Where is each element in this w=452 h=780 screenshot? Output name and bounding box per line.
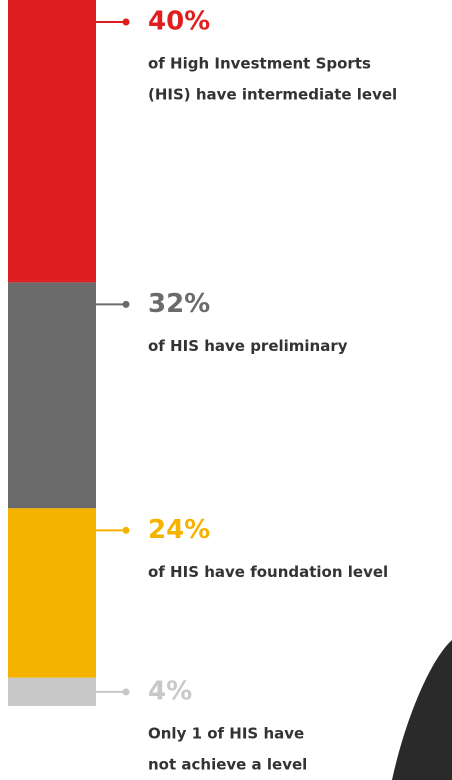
description: of HIS have foundation level	[148, 563, 388, 581]
bar-segment	[8, 282, 96, 508]
description: of High Investment Sports	[148, 55, 371, 73]
description: of HIS have preliminary	[148, 337, 348, 355]
connector-dot	[123, 19, 130, 26]
description: Only 1 of HIS have	[148, 724, 304, 742]
bar-segment	[8, 0, 96, 282]
value-label: 4%	[148, 676, 192, 706]
connector-dot	[123, 688, 130, 695]
value-label: 40%	[148, 7, 210, 37]
bar-segment	[8, 678, 96, 706]
connector-dot	[123, 527, 130, 534]
value-label: 32%	[148, 289, 210, 319]
connector-dot	[123, 301, 130, 308]
description: not achieve a level	[148, 755, 307, 773]
photo-fragment	[392, 640, 452, 780]
value-label: 24%	[148, 515, 210, 545]
description: (HIS) have intermediate level	[148, 86, 397, 104]
bar-segment	[8, 508, 96, 677]
chart: 40% of High Investment Sports (HIS) have i…	[0, 0, 452, 780]
